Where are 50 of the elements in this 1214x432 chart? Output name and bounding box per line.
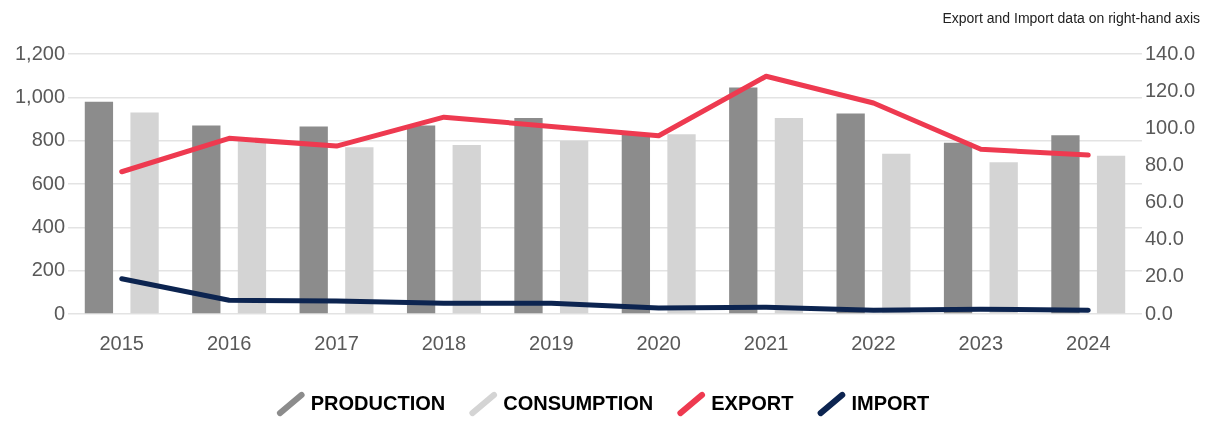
- y-tick-label: 600: [31, 171, 66, 194]
- bar: [667, 134, 696, 314]
- bar: [989, 162, 1018, 314]
- y2-tick-label: 80.0: [1144, 152, 1184, 175]
- y2-tick-label: 120.0: [1144, 78, 1196, 101]
- text: Export and Import data on right-hand axis: [942, 9, 1200, 26]
- bar: [774, 117, 804, 314]
- bar: [729, 87, 758, 314]
- bar: [943, 142, 973, 314]
- x-tick-label: 2018: [421, 331, 467, 354]
- bar: [299, 126, 328, 314]
- y-tick-label: 1,000: [14, 84, 66, 107]
- x-tick-label: 2023: [958, 331, 1004, 354]
- x-tick-label: 2015: [99, 331, 144, 354]
- bar: [621, 134, 651, 314]
- bar: [84, 101, 114, 314]
- x-tick-label: 2017: [314, 331, 359, 354]
- x-tick-label: 2022: [851, 331, 896, 354]
- y-tick-label: 200: [31, 258, 66, 281]
- x-tick-label: 2016: [206, 331, 252, 354]
- y2-tick-label: 60.0: [1144, 190, 1184, 213]
- y2-tick-label: 140.0: [1144, 41, 1196, 64]
- y2-tick-label: 20.0: [1144, 264, 1184, 287]
- y-tick-label: 800: [31, 128, 66, 151]
- bar: [514, 117, 543, 314]
- y-tick-label: 1,200: [14, 41, 66, 64]
- legend-label: EXPORT: [711, 391, 794, 414]
- x-tick-label: 2020: [636, 331, 681, 354]
- bar: [130, 112, 159, 314]
- legend-label: IMPORT: [851, 391, 930, 414]
- bar: [406, 125, 436, 314]
- x-tick-label: 2024: [1066, 331, 1111, 354]
- x-tick-label: 2019: [529, 331, 574, 354]
- bar: [345, 147, 374, 314]
- bar: [836, 113, 865, 314]
- legend-label: CONSUMPTION: [503, 391, 654, 414]
- bar: [1096, 155, 1126, 314]
- y-tick-label: 400: [31, 214, 66, 237]
- y-tick-label: 0: [53, 301, 66, 324]
- bar: [452, 145, 481, 314]
- bar: [559, 140, 589, 314]
- x-tick-label: 2021: [743, 331, 789, 354]
- bar: [882, 153, 911, 314]
- y2-tick-label: 100.0: [1144, 115, 1196, 138]
- bar: [192, 125, 221, 314]
- y2-tick-label: 40.0: [1144, 227, 1184, 250]
- y2-tick-label: 0.0: [1144, 301, 1173, 324]
- bar: [237, 140, 267, 314]
- bar: [1051, 135, 1080, 314]
- legend-label: PRODUCTION: [310, 391, 446, 414]
